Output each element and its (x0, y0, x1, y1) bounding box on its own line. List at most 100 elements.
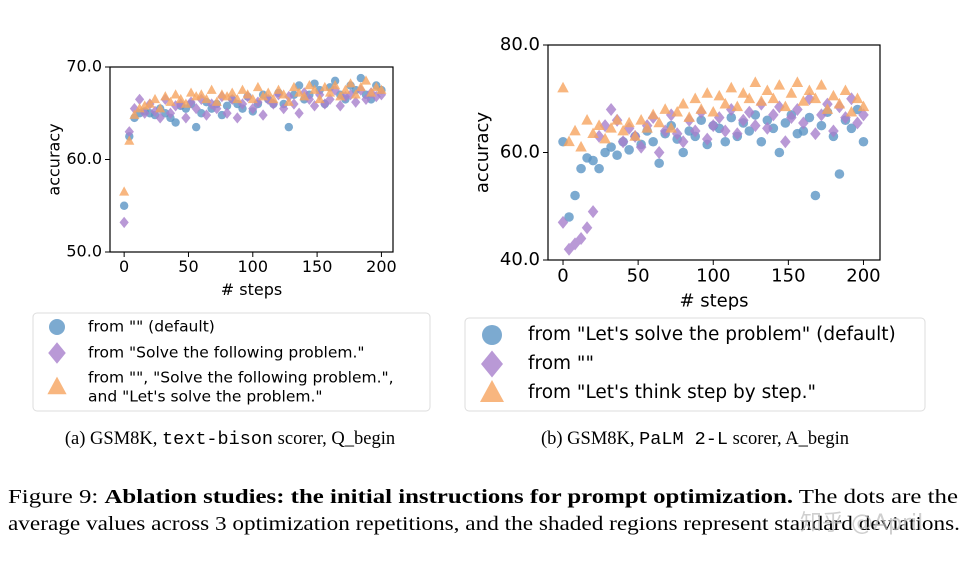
data-point (821, 103, 834, 114)
data-point (294, 87, 305, 97)
data-point (648, 136, 658, 147)
data-point (671, 105, 683, 117)
data-point (232, 112, 242, 124)
data-point (617, 124, 629, 136)
y-tick-label: 40.0 (500, 249, 540, 270)
data-point (701, 132, 713, 146)
data-point (557, 81, 569, 93)
data-point (593, 119, 605, 130)
data-point (810, 190, 821, 201)
data-point (564, 212, 574, 222)
data-point (288, 81, 299, 92)
caption-line-1: Figure 9: Ablation studies: the initial … (8, 487, 958, 508)
data-point (846, 123, 857, 134)
data-point (594, 163, 604, 174)
y-axis-label: accuracy (45, 123, 64, 195)
data-point (768, 123, 779, 134)
data-point (227, 87, 238, 97)
data-point (791, 76, 804, 87)
legend-marker (480, 380, 504, 402)
data-point (150, 105, 160, 118)
data-point (587, 205, 599, 219)
data-point (165, 107, 176, 119)
data-point (635, 114, 647, 125)
data-point (665, 122, 677, 133)
data-point (671, 127, 683, 141)
data-point (175, 93, 186, 104)
data-point (605, 103, 617, 116)
data-point (773, 79, 786, 90)
data-point (707, 119, 719, 133)
data-point (659, 103, 671, 114)
data-point (725, 81, 738, 93)
data-point (569, 124, 581, 136)
legend-label: from "", "Solve the following problem.",… (88, 368, 394, 405)
data-point (755, 95, 768, 106)
data-point (576, 163, 586, 174)
data-point (284, 90, 294, 103)
data-point (815, 79, 828, 90)
data-point (624, 145, 634, 155)
legend-box (464, 317, 926, 412)
data-point (803, 84, 816, 96)
data-point (248, 102, 258, 115)
subcaption-part: PaLM 2-L (639, 429, 728, 450)
data-point (744, 126, 755, 136)
watermark: 知乎 @April (800, 511, 923, 536)
data-point (144, 98, 155, 108)
data-point (635, 140, 647, 154)
legend-label: from "" (default) (88, 318, 215, 336)
data-point (201, 93, 212, 104)
data-point (852, 116, 863, 130)
caption-text: The dots are the (799, 487, 958, 508)
data-point (611, 114, 623, 125)
x-axis-label: # steps (221, 280, 282, 299)
data-point (839, 84, 852, 96)
data-point (242, 89, 253, 99)
data-point (689, 124, 701, 138)
data-point (191, 102, 201, 115)
data-point (750, 119, 761, 133)
chart: 50.0 60.0 70.0 0 50 100 150 200 # steps accuracy f… (32, 57, 431, 450)
data-point (575, 140, 587, 152)
data-point (587, 127, 599, 139)
data-point (258, 91, 269, 101)
data-point (827, 89, 840, 101)
plot-area (557, 76, 870, 256)
caption-title: Ablation studies: the initial instructio… (105, 487, 794, 508)
x-tick-label: 50 (627, 266, 650, 287)
data-point (804, 112, 815, 123)
data-point (696, 115, 707, 126)
y-tick-label: 50.0 (66, 242, 102, 261)
caption-label: Figure 9: (8, 487, 98, 508)
plot-area (119, 73, 387, 229)
legend-marker (47, 376, 67, 395)
data-point (768, 108, 779, 122)
data-point (340, 84, 351, 94)
data-point (623, 116, 635, 128)
data-point (695, 103, 707, 114)
data-point (170, 89, 181, 99)
data-point (810, 127, 821, 141)
y-tick-label: 60.0 (66, 149, 102, 168)
legend-marker (482, 325, 502, 345)
subcaption: (b) GSM8K, PaLM 2-L scorer, A_begin (541, 429, 849, 450)
data-point (376, 84, 387, 94)
data-point (160, 91, 171, 101)
legend-label: from "Let's solve the problem" (default) (528, 324, 896, 345)
data-point (350, 89, 361, 99)
data-point (181, 112, 191, 124)
data-point (155, 103, 166, 113)
data-point (774, 147, 785, 158)
subcaption-part: (a) GSM8K, (65, 429, 162, 449)
subcaption: (a) GSM8K, text-bison scorer, Q_begin (65, 429, 395, 450)
subcaption-part: (b) GSM8K, (541, 429, 639, 449)
data-point (719, 124, 731, 138)
y-tick-label: 70.0 (66, 57, 102, 76)
data-point (713, 89, 726, 101)
data-point (314, 93, 325, 104)
data-point (330, 80, 341, 90)
data-point (570, 190, 580, 201)
data-point (767, 92, 780, 104)
